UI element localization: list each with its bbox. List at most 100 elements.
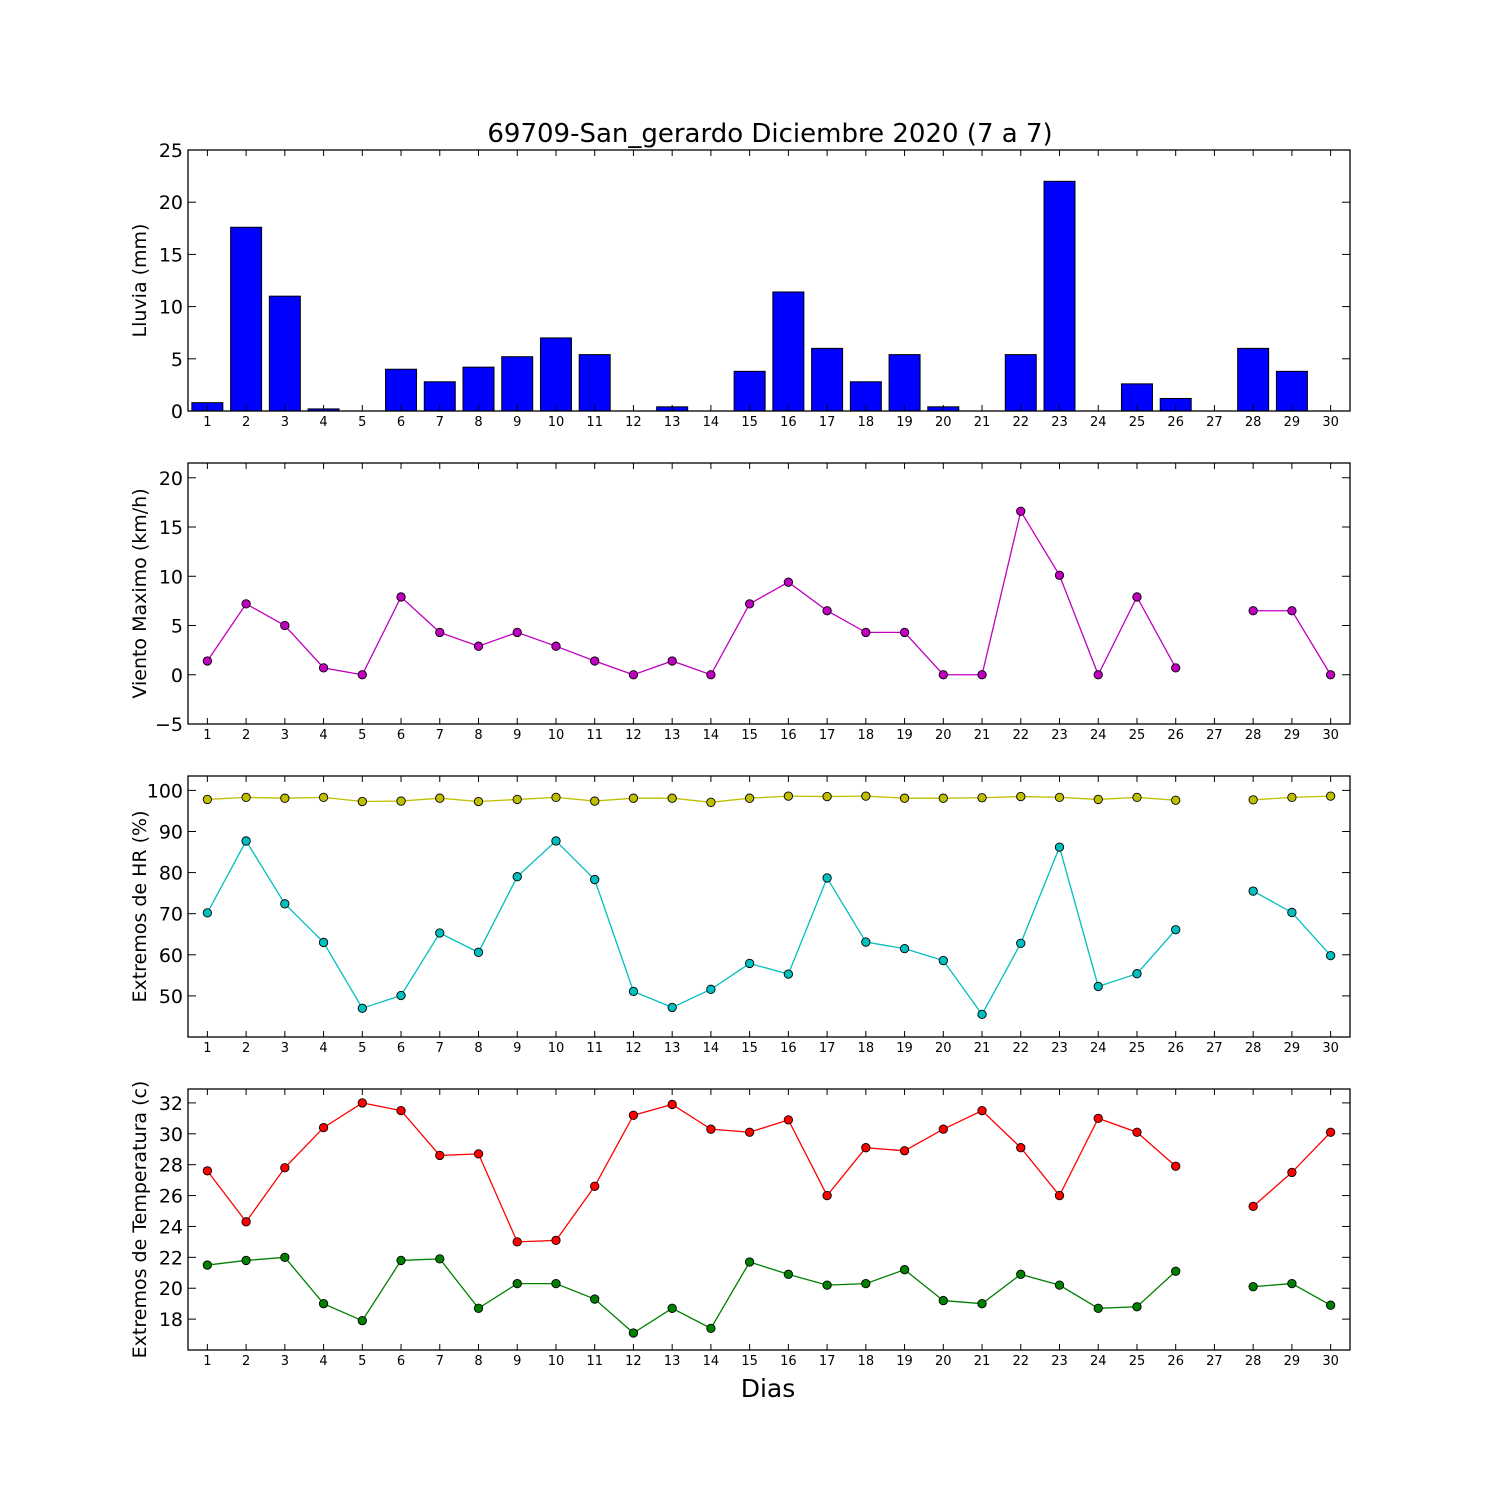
wind-x-tick-label: 25 (1129, 728, 1146, 743)
humidity-y-tick-label: 100 (147, 780, 183, 802)
temperature-x-tick-label: 22 (1012, 1354, 1029, 1369)
humidity-series-1-point-day-7 (435, 793, 445, 803)
humidity-series-2-point-day-5 (357, 1003, 367, 1013)
humidity-y-tick-label: 70 (159, 904, 183, 926)
humidity-series-1-point-day-23 (1054, 792, 1065, 803)
rain-bar-day-28 (1237, 347, 1270, 412)
temperature-x-tick-label: 27 (1206, 1354, 1223, 1369)
humidity-y-tick-label: 50 (159, 986, 183, 1008)
temperature-series-2-point-day-24 (1093, 1303, 1103, 1313)
humidity-series-1-point-day-26 (1171, 795, 1181, 805)
wind-series-1-point-day-20 (938, 670, 948, 680)
humidity-series-1-point-day-12 (628, 793, 639, 803)
wind-series-1-line-2 (1253, 610, 1332, 676)
rain-x-tick-label: 6 (397, 415, 405, 430)
humidity-series-2-point-day-13 (667, 1002, 677, 1013)
temperature-series-2-point-day-20 (938, 1295, 948, 1306)
temperature-series-1-point-day-12 (628, 1110, 639, 1120)
wind-x-tick-label: 8 (474, 728, 482, 743)
wind-y-tick-label: 5 (171, 616, 183, 638)
wind-x-tick-label: 17 (819, 728, 836, 743)
rain-x-tick-label: 7 (436, 415, 444, 430)
wind-series-1-point-day-10 (551, 641, 561, 651)
rain-x-tick-label: 14 (703, 415, 720, 430)
humidity-series-1-point-day-8 (473, 796, 484, 807)
temperature-series-1-point-day-10 (551, 1235, 561, 1246)
rain-bar-day-9 (501, 356, 534, 412)
humidity-x-tick-label: 24 (1090, 1041, 1107, 1056)
temperature-series-2-point-day-22 (1016, 1269, 1026, 1279)
wind-series-1-point-day-25 (1132, 592, 1142, 602)
wind-series-1-point-day-30 (1325, 670, 1336, 680)
wind-series-1-point-day-23 (1054, 570, 1065, 580)
wind-x-tick-label: 3 (281, 728, 289, 743)
wind-series-1-point-day-15 (744, 599, 755, 609)
temperature-x-tick-label: 5 (358, 1354, 366, 1369)
humidity-series-2-point-day-9 (512, 872, 522, 882)
humidity-series-1-point-day-22 (1016, 791, 1026, 802)
rain-x-tick-label: 25 (1129, 415, 1146, 430)
rain-x-tick-label: 15 (741, 415, 758, 430)
humidity-series-2-point-day-17 (822, 873, 832, 883)
humidity-series-2-point-day-8 (473, 947, 484, 957)
humidity-x-tick-label: 26 (1167, 1041, 1184, 1056)
temperature-series-2-point-day-14 (706, 1323, 716, 1334)
rain-x-tick-label: 5 (358, 415, 366, 430)
humidity-series-2-point-day-14 (706, 984, 716, 994)
wind-series-1-point-day-24 (1093, 670, 1103, 680)
wind-y-axis-label: Viento Maximo (km/h) (129, 488, 151, 698)
humidity-series-2-line-1 (206, 839, 1177, 1016)
temperature-series-1-point-day-11 (590, 1181, 600, 1191)
humidity-x-tick-label: 3 (281, 1041, 289, 1056)
rain-x-tick-label: 16 (780, 415, 797, 430)
humidity-x-tick-label: 9 (513, 1041, 521, 1056)
humidity-series-1-point-day-6 (396, 796, 406, 806)
humidity-series-2-point-day-24 (1093, 981, 1103, 992)
humidity-series-2-point-day-3 (280, 899, 290, 909)
temperature-series-1-point-day-5 (357, 1098, 367, 1108)
humidity-series-1-point-day-21 (977, 793, 987, 803)
wind-series-1-point-day-7 (435, 627, 445, 638)
temperature-series-2-point-day-8 (473, 1303, 484, 1313)
wind-x-tick-label: 10 (548, 728, 565, 743)
wind-series-1-point-day-6 (396, 592, 406, 602)
temperature-x-tick-label: 28 (1245, 1354, 1262, 1369)
humidity-series-1-point-day-29 (1287, 792, 1297, 803)
temperature-series-2-point-day-9 (512, 1278, 522, 1289)
temperature-series-2-point-day-25 (1132, 1302, 1142, 1312)
temperature-series-2-point-day-17 (822, 1280, 832, 1290)
temperature-series-1-point-day-20 (938, 1124, 948, 1134)
wind-x-tick-label: 18 (858, 728, 875, 743)
temperature-series-1-point-day-22 (1016, 1143, 1026, 1153)
wind-series-1-point-day-19 (899, 627, 910, 638)
temperature-x-tick-label: 18 (858, 1354, 875, 1369)
humidity-series-1-point-day-1 (202, 794, 213, 805)
humidity-series-2-point-day-1 (202, 908, 213, 918)
temperature-series-1-point-day-16 (783, 1115, 794, 1125)
temperature-x-tick-label: 10 (548, 1354, 565, 1369)
rain-x-tick-label: 24 (1090, 415, 1107, 430)
rain-x-tick-label: 28 (1245, 415, 1262, 430)
wind-x-tick-label: 6 (397, 728, 405, 743)
wind-series-1-point-day-11 (590, 656, 600, 666)
temperature-series-2-point-day-11 (590, 1294, 600, 1304)
wind-x-tick-label: 29 (1284, 728, 1301, 743)
humidity-x-tick-label: 21 (974, 1041, 991, 1056)
temperature-x-tick-label: 2 (242, 1354, 250, 1369)
rain-x-tick-label: 30 (1322, 415, 1339, 430)
temperature-series-2-point-day-23 (1054, 1280, 1065, 1290)
rain-bar-day-23 (1043, 180, 1076, 412)
temperature-series-1-point-day-13 (667, 1099, 677, 1110)
temperature-x-tick-label: 4 (319, 1354, 327, 1369)
temperature-series-2-point-day-7 (435, 1254, 445, 1264)
humidity-x-tick-label: 11 (586, 1041, 603, 1056)
temperature-series-1-point-day-18 (861, 1143, 871, 1153)
temperature-series-2-point-day-10 (551, 1278, 561, 1289)
rain-y-tick-label: 25 (159, 140, 183, 162)
temperature-series-2-point-day-19 (899, 1265, 910, 1275)
wind-series-1-point-day-2 (241, 599, 251, 609)
temperature-series-2-point-day-13 (667, 1303, 677, 1313)
wind-series-1-point-day-12 (628, 670, 639, 680)
wind-series-1-point-day-26 (1171, 663, 1181, 673)
